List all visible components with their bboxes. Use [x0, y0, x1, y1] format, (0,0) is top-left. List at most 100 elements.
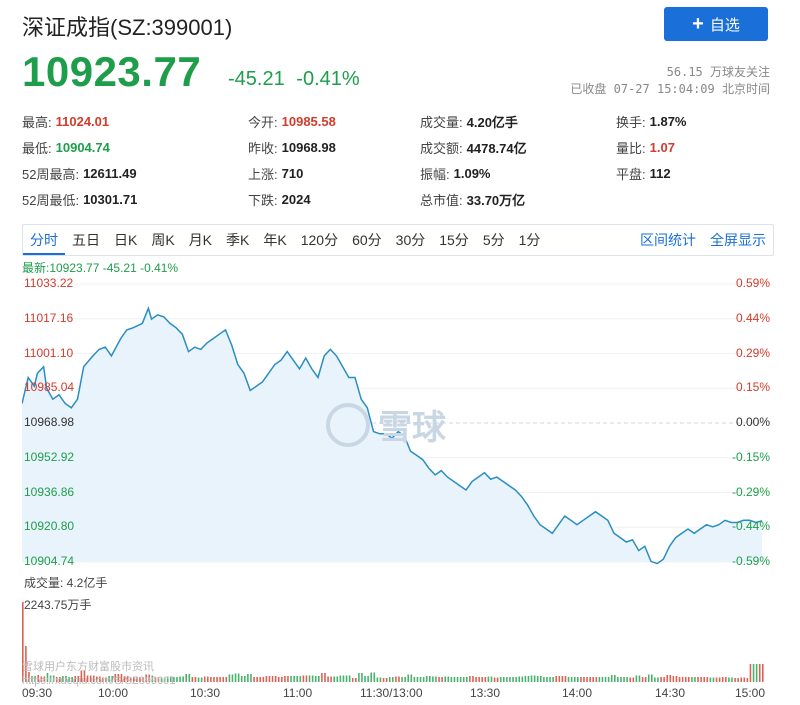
volume-bar — [274, 676, 277, 682]
volume-bar — [691, 677, 693, 682]
volume-chart[interactable] — [22, 590, 772, 684]
stat-label: 成交额: — [420, 140, 463, 156]
volume-bar — [351, 678, 354, 682]
tab-fullscreen[interactable]: 全屏显示 — [710, 232, 766, 248]
volume-bar — [342, 675, 345, 682]
volume-bar — [546, 677, 548, 682]
volume-bar — [176, 677, 178, 682]
volume-bar — [370, 672, 373, 682]
volume-bar — [752, 664, 755, 682]
volume-bar — [197, 677, 200, 682]
x-axis-label: 11:00 — [283, 686, 313, 700]
followers-count: 56.15 万球友关注 — [666, 65, 770, 79]
volume-bar — [145, 674, 147, 682]
tab-5min[interactable]: 5分 — [482, 232, 505, 248]
volume-bar — [623, 677, 625, 682]
y-axis-percent-label: -0.29% — [731, 484, 770, 499]
volume-bar — [404, 677, 406, 682]
volume-bar — [46, 673, 49, 682]
tab-120min[interactable]: 120分 — [300, 232, 339, 248]
tab-15min[interactable]: 15分 — [439, 232, 469, 248]
volume-bar — [240, 676, 243, 682]
volume-bar — [638, 675, 641, 682]
tab-range-stats[interactable]: 区间统计 — [640, 232, 696, 248]
volume-bar — [681, 677, 684, 682]
volume-bar — [620, 677, 622, 682]
volume-bar — [89, 675, 92, 682]
volume-bar — [96, 676, 98, 682]
watermark-line: 雪球用户东方财富股市资讯 — [22, 661, 154, 673]
stat-amount: 4478.74亿 — [466, 140, 527, 156]
volume-bar — [154, 677, 157, 682]
volume-bar — [558, 676, 561, 682]
stats-row: 52周最低: 10301.71 下跌: 2024 总市值: 33.70万亿 — [22, 186, 782, 212]
tab-1min[interactable]: 1分 — [518, 232, 541, 248]
stat-flat-count: 112 — [649, 165, 671, 181]
add-watchlist-button[interactable]: + 自选 — [664, 7, 768, 41]
x-axis-label: 09:30 — [22, 686, 53, 700]
volume-bar — [419, 677, 422, 682]
stat-up-count: 710 — [281, 165, 304, 181]
tab-5day[interactable]: 五日 — [72, 232, 100, 248]
volume-bar — [237, 673, 240, 682]
tab-monthly-k[interactable]: 月K — [188, 232, 213, 248]
volume-bar — [472, 676, 474, 682]
stat-label: 量比: — [616, 140, 646, 156]
volume-bar — [55, 677, 58, 682]
volume-bar — [533, 675, 536, 682]
volume-bar — [129, 677, 132, 682]
volume-bar — [592, 677, 595, 682]
volume-bar — [182, 676, 184, 682]
tab-60min[interactable]: 60分 — [352, 232, 382, 248]
stat-label: 上涨: — [248, 166, 278, 182]
volume-bar — [163, 677, 166, 682]
volume-bar — [105, 677, 107, 682]
volume-bar — [299, 676, 302, 682]
stats-row: 最低: 10904.74 昨收: 10968.98 成交额: 4478.74亿 量比:… — [22, 134, 782, 160]
volume-bar — [706, 677, 709, 682]
tab-yearly-k[interactable]: 年K — [263, 232, 287, 248]
y-axis-percent-label: 0.44% — [735, 310, 770, 325]
tab-quarterly-k[interactable]: 季K — [226, 232, 250, 248]
volume-bar — [635, 675, 638, 682]
volume-bar — [151, 675, 154, 682]
price-line — [22, 306, 763, 565]
volume-bar — [200, 677, 203, 682]
tab-intraday[interactable]: 分时 — [23, 225, 65, 255]
volume-bar — [425, 676, 428, 682]
price-area — [22, 308, 762, 564]
volume-bar — [185, 674, 188, 682]
volume-bar — [499, 677, 502, 682]
volume-bar — [157, 677, 160, 682]
tab-weekly-k[interactable]: 周K — [151, 232, 175, 248]
x-axis-label: 11:30/13:00 — [360, 686, 423, 700]
volume-bar — [71, 677, 73, 682]
volume-bar — [265, 676, 268, 682]
volume-bar — [256, 677, 258, 682]
latest-quote: 最新:10923.77 -45.21 -0.41% — [22, 261, 179, 275]
volume-bar — [160, 677, 163, 682]
y-axis-label: 11017.16 — [24, 310, 74, 325]
tab-daily-k[interactable]: 日K — [114, 232, 138, 248]
volume-bar — [432, 676, 434, 682]
volume-bar — [367, 676, 369, 682]
volume-bar — [102, 677, 104, 682]
volume-bar — [336, 676, 339, 682]
volume-bar — [247, 674, 249, 682]
volume-bar — [536, 676, 539, 682]
volume-bar — [324, 673, 326, 682]
volume-bar — [435, 676, 437, 682]
volume-bar — [688, 677, 690, 682]
tab-30min[interactable]: 30分 — [395, 232, 426, 248]
volume-bar — [231, 674, 234, 682]
price-chart[interactable] — [22, 276, 772, 572]
volume-bar — [666, 675, 669, 682]
snowball-icon — [326, 402, 370, 447]
stat-volume: 4.20亿手 — [466, 114, 518, 130]
volume-bar — [321, 673, 323, 682]
volume-bar — [99, 676, 101, 682]
volume-bar — [663, 677, 665, 682]
volume-bar — [355, 678, 357, 682]
stat-market-cap: 33.70万亿 — [466, 192, 526, 208]
stat-open: 10985.58 — [281, 113, 336, 129]
